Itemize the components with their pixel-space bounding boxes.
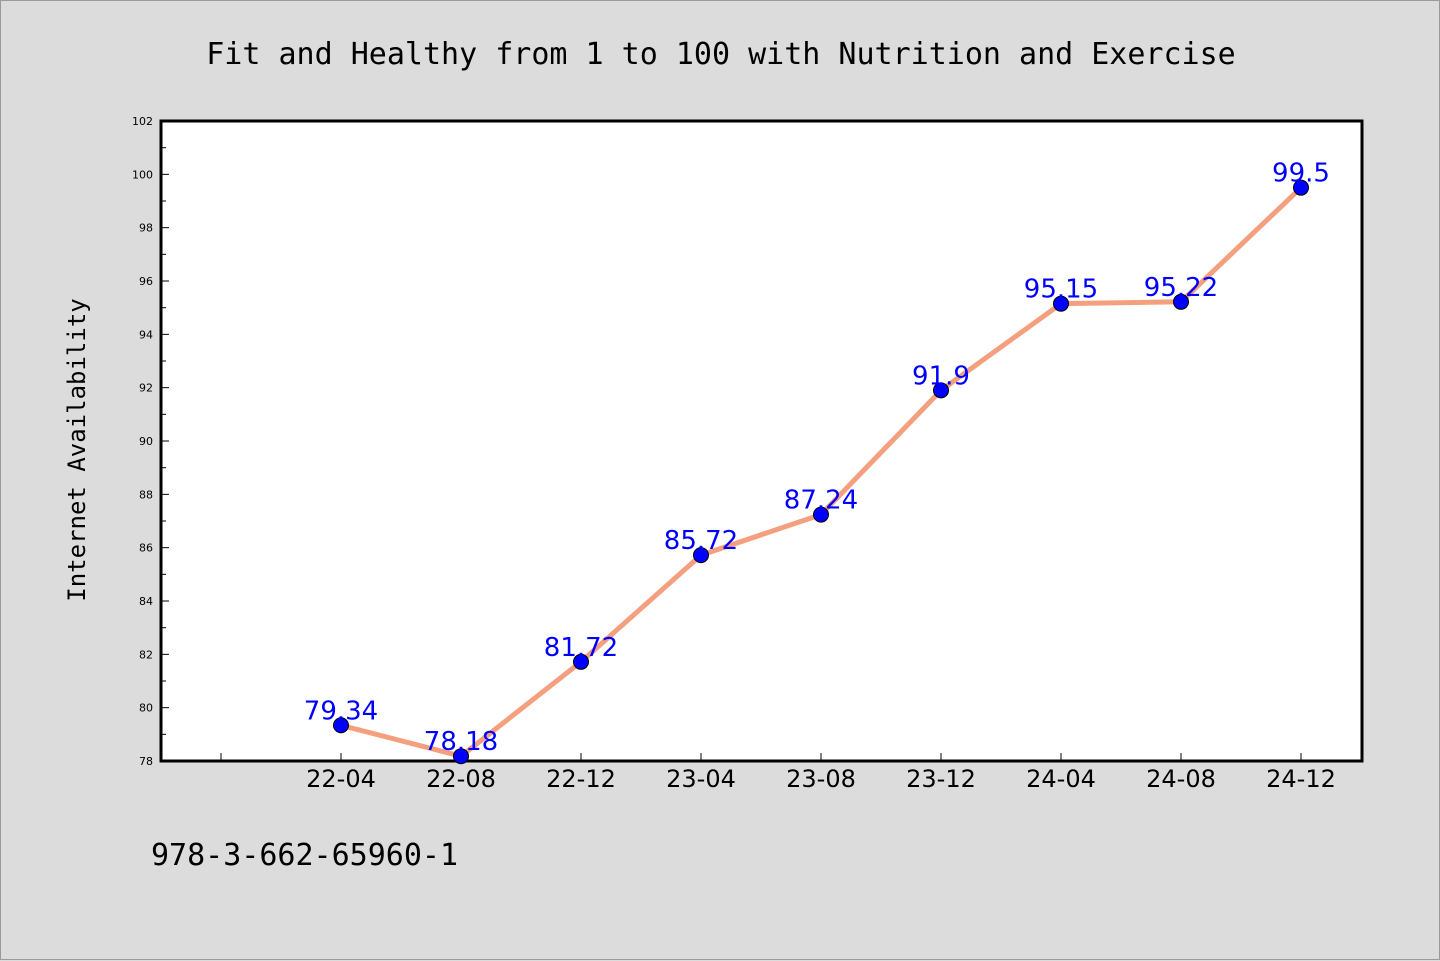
y-tick-label: 94: [139, 328, 153, 341]
y-tick-label: 98: [139, 222, 153, 235]
data-label: 79.34: [304, 696, 378, 726]
y-tick-label: 78: [139, 755, 153, 768]
data-labels: 79.34 78.18 81.72 85.72 87.24 91.9 95.15 95.22 9…: [304, 159, 1330, 758]
y-tick-label: 102: [132, 115, 153, 128]
y-tick-label: 88: [139, 488, 153, 501]
footer-code: 978-3-662-65960-1: [151, 838, 458, 873]
x-tick-label: 24-04: [1026, 765, 1096, 793]
series-markers: [333, 179, 1309, 765]
data-label: 87.24: [784, 486, 858, 516]
x-tick-label: 23-04: [666, 765, 736, 793]
data-label: 95.15: [1024, 275, 1098, 305]
y-tick-label: 80: [139, 702, 153, 715]
y-tick-label: 82: [139, 648, 153, 661]
y-tick-label: 92: [139, 382, 153, 395]
data-label: 99.5: [1272, 159, 1330, 189]
y-tick-label: 100: [132, 168, 153, 181]
x-tick-label: 23-12: [906, 765, 976, 793]
data-label: 91.9: [912, 361, 970, 391]
data-label: 81.72: [544, 633, 618, 663]
x-tick-label: 22-08: [426, 765, 496, 793]
data-point: [333, 717, 349, 734]
data-point: [693, 547, 709, 564]
x-tick-label: 22-04: [306, 765, 376, 793]
y-tick-label: 90: [139, 435, 153, 448]
data-point: [813, 506, 829, 523]
data-label: 78.18: [424, 727, 498, 757]
x-tick-label: 22-12: [546, 765, 616, 793]
x-tick-label: 24-08: [1146, 765, 1216, 793]
data-label: 85.72: [664, 526, 738, 556]
data-point: [573, 653, 589, 670]
y-tick-label: 96: [139, 275, 153, 288]
y-tick-label: 84: [139, 595, 153, 608]
data-point: [453, 748, 469, 765]
y-axis-label: Internet Availability: [63, 298, 91, 601]
data-label: 95.22: [1144, 273, 1218, 303]
y-tick-label: 86: [139, 542, 153, 555]
y-axis-ticks: 78 80 82 84 86 88 90 92 94 96 98 100 102: [132, 115, 169, 768]
data-point: [1053, 295, 1069, 312]
x-tick-label: 23-08: [786, 765, 856, 793]
data-point: [1173, 293, 1189, 310]
data-point: [933, 382, 949, 399]
data-point: [1293, 179, 1309, 196]
plot-area: [159, 119, 1364, 763]
x-axis-ticks: 22-04 22-08 22-12 23-04 23-08 23-12 24-04 24-08…: [220, 753, 1336, 793]
chart-title: Fit and Healthy from 1 to 100 with Nutri…: [206, 37, 1236, 72]
x-tick-label: 24-12: [1266, 765, 1336, 793]
